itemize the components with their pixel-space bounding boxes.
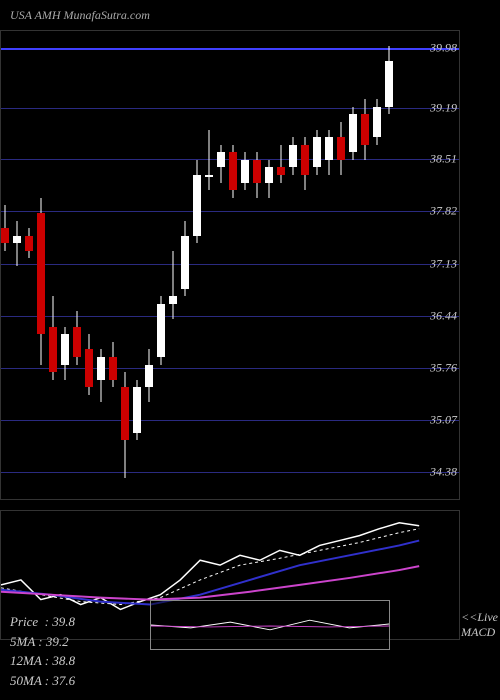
y-axis-label: 39.98 xyxy=(430,40,457,55)
y-axis-label: 39.19 xyxy=(430,100,457,115)
info-box: Price : 39.85MA : 39.212MA : 38.850MA : … xyxy=(10,612,75,690)
grid-line xyxy=(1,211,459,212)
grid-line xyxy=(1,264,459,265)
indicator-line xyxy=(1,529,419,605)
chart-header: USA AMH MunafaSutra.com xyxy=(10,8,150,23)
indicator-line xyxy=(1,566,419,599)
grid-line xyxy=(1,368,459,369)
grid-line xyxy=(1,48,459,50)
y-axis-label: 34.38 xyxy=(430,465,457,480)
grid-line xyxy=(1,472,459,473)
y-axis-label: 36.44 xyxy=(430,309,457,324)
macd-label: <<Live MACD xyxy=(461,610,498,640)
grid-line xyxy=(1,108,459,109)
chart-container: USA AMH MunafaSutra.com 39.9839.1938.513… xyxy=(0,0,500,700)
info-row: 5MA : 39.2 xyxy=(10,632,75,652)
y-axis-label: 37.82 xyxy=(430,204,457,219)
indicator-line xyxy=(151,626,389,627)
grid-line xyxy=(1,420,459,421)
indicator-line xyxy=(151,620,389,630)
y-axis-label: 38.51 xyxy=(430,152,457,167)
candlestick-chart: 39.98 39.19 38.51 37.82 37.13 36.44 35.76 35.07… xyxy=(0,30,460,500)
info-row: 12MA : 38.8 xyxy=(10,651,75,671)
y-axis-label: 37.13 xyxy=(430,256,457,271)
grid-line xyxy=(1,316,459,317)
y-axis-label: 35.76 xyxy=(430,360,457,375)
macd-label-line1: <<Live xyxy=(461,610,498,625)
info-row: Price : 39.8 xyxy=(10,612,75,632)
info-row: 50MA : 37.6 xyxy=(10,671,75,691)
macd-inset xyxy=(150,600,390,650)
macd-label-line2: MACD xyxy=(461,625,498,640)
y-axis-label: 35.07 xyxy=(430,412,457,427)
